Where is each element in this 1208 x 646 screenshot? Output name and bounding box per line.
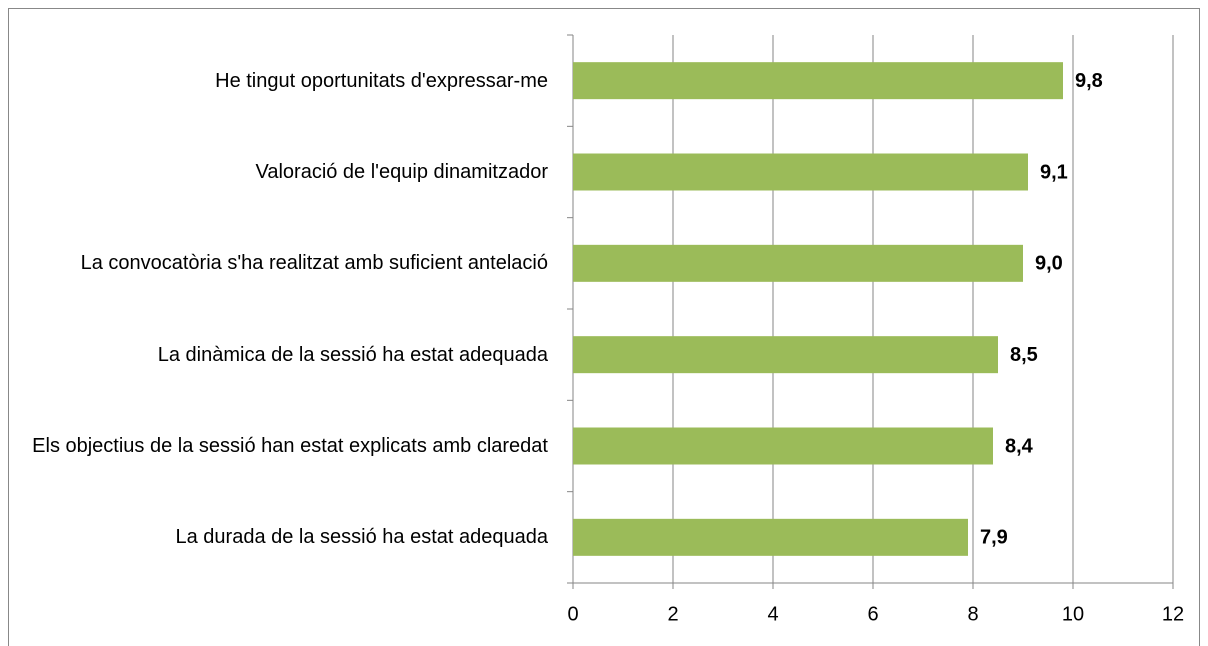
value-label: 7,9 (980, 527, 1008, 549)
bar (573, 153, 1028, 191)
x-tick-label: 6 (867, 603, 878, 625)
bar (573, 427, 993, 465)
value-label: 8,4 (1005, 435, 1034, 457)
y-tick-label: Els objectius de la sessió han estat exp… (32, 435, 548, 457)
bar (573, 518, 968, 556)
y-tick-label: Valoració de l'equip dinamitzador (255, 161, 548, 183)
bar (573, 62, 1063, 100)
x-tick-label: 8 (967, 603, 978, 625)
value-label: 8,5 (1010, 344, 1038, 366)
chart-border (8, 8, 1200, 646)
y-tick-label: La durada de la sessió ha estat adequada (175, 526, 548, 549)
x-tick-label: 0 (567, 603, 578, 625)
x-tick-label: 12 (1162, 603, 1184, 625)
bar (573, 336, 998, 374)
y-tick-label: La dinàmica de la sessió ha estat adequa… (157, 343, 548, 366)
x-tick-label: 10 (1062, 603, 1084, 625)
y-tick-label: He tingut oportunitats d'expressar-me (215, 69, 548, 92)
value-label: 9,8 (1075, 70, 1103, 92)
x-tick-label: 2 (667, 603, 678, 625)
value-label: 9,0 (1035, 253, 1063, 275)
value-label: 9,1 (1040, 161, 1068, 183)
bar (573, 244, 1023, 282)
y-tick-label: La convocatòria s'ha realitzat amb sufic… (80, 252, 548, 275)
x-tick-label: 4 (767, 603, 778, 625)
